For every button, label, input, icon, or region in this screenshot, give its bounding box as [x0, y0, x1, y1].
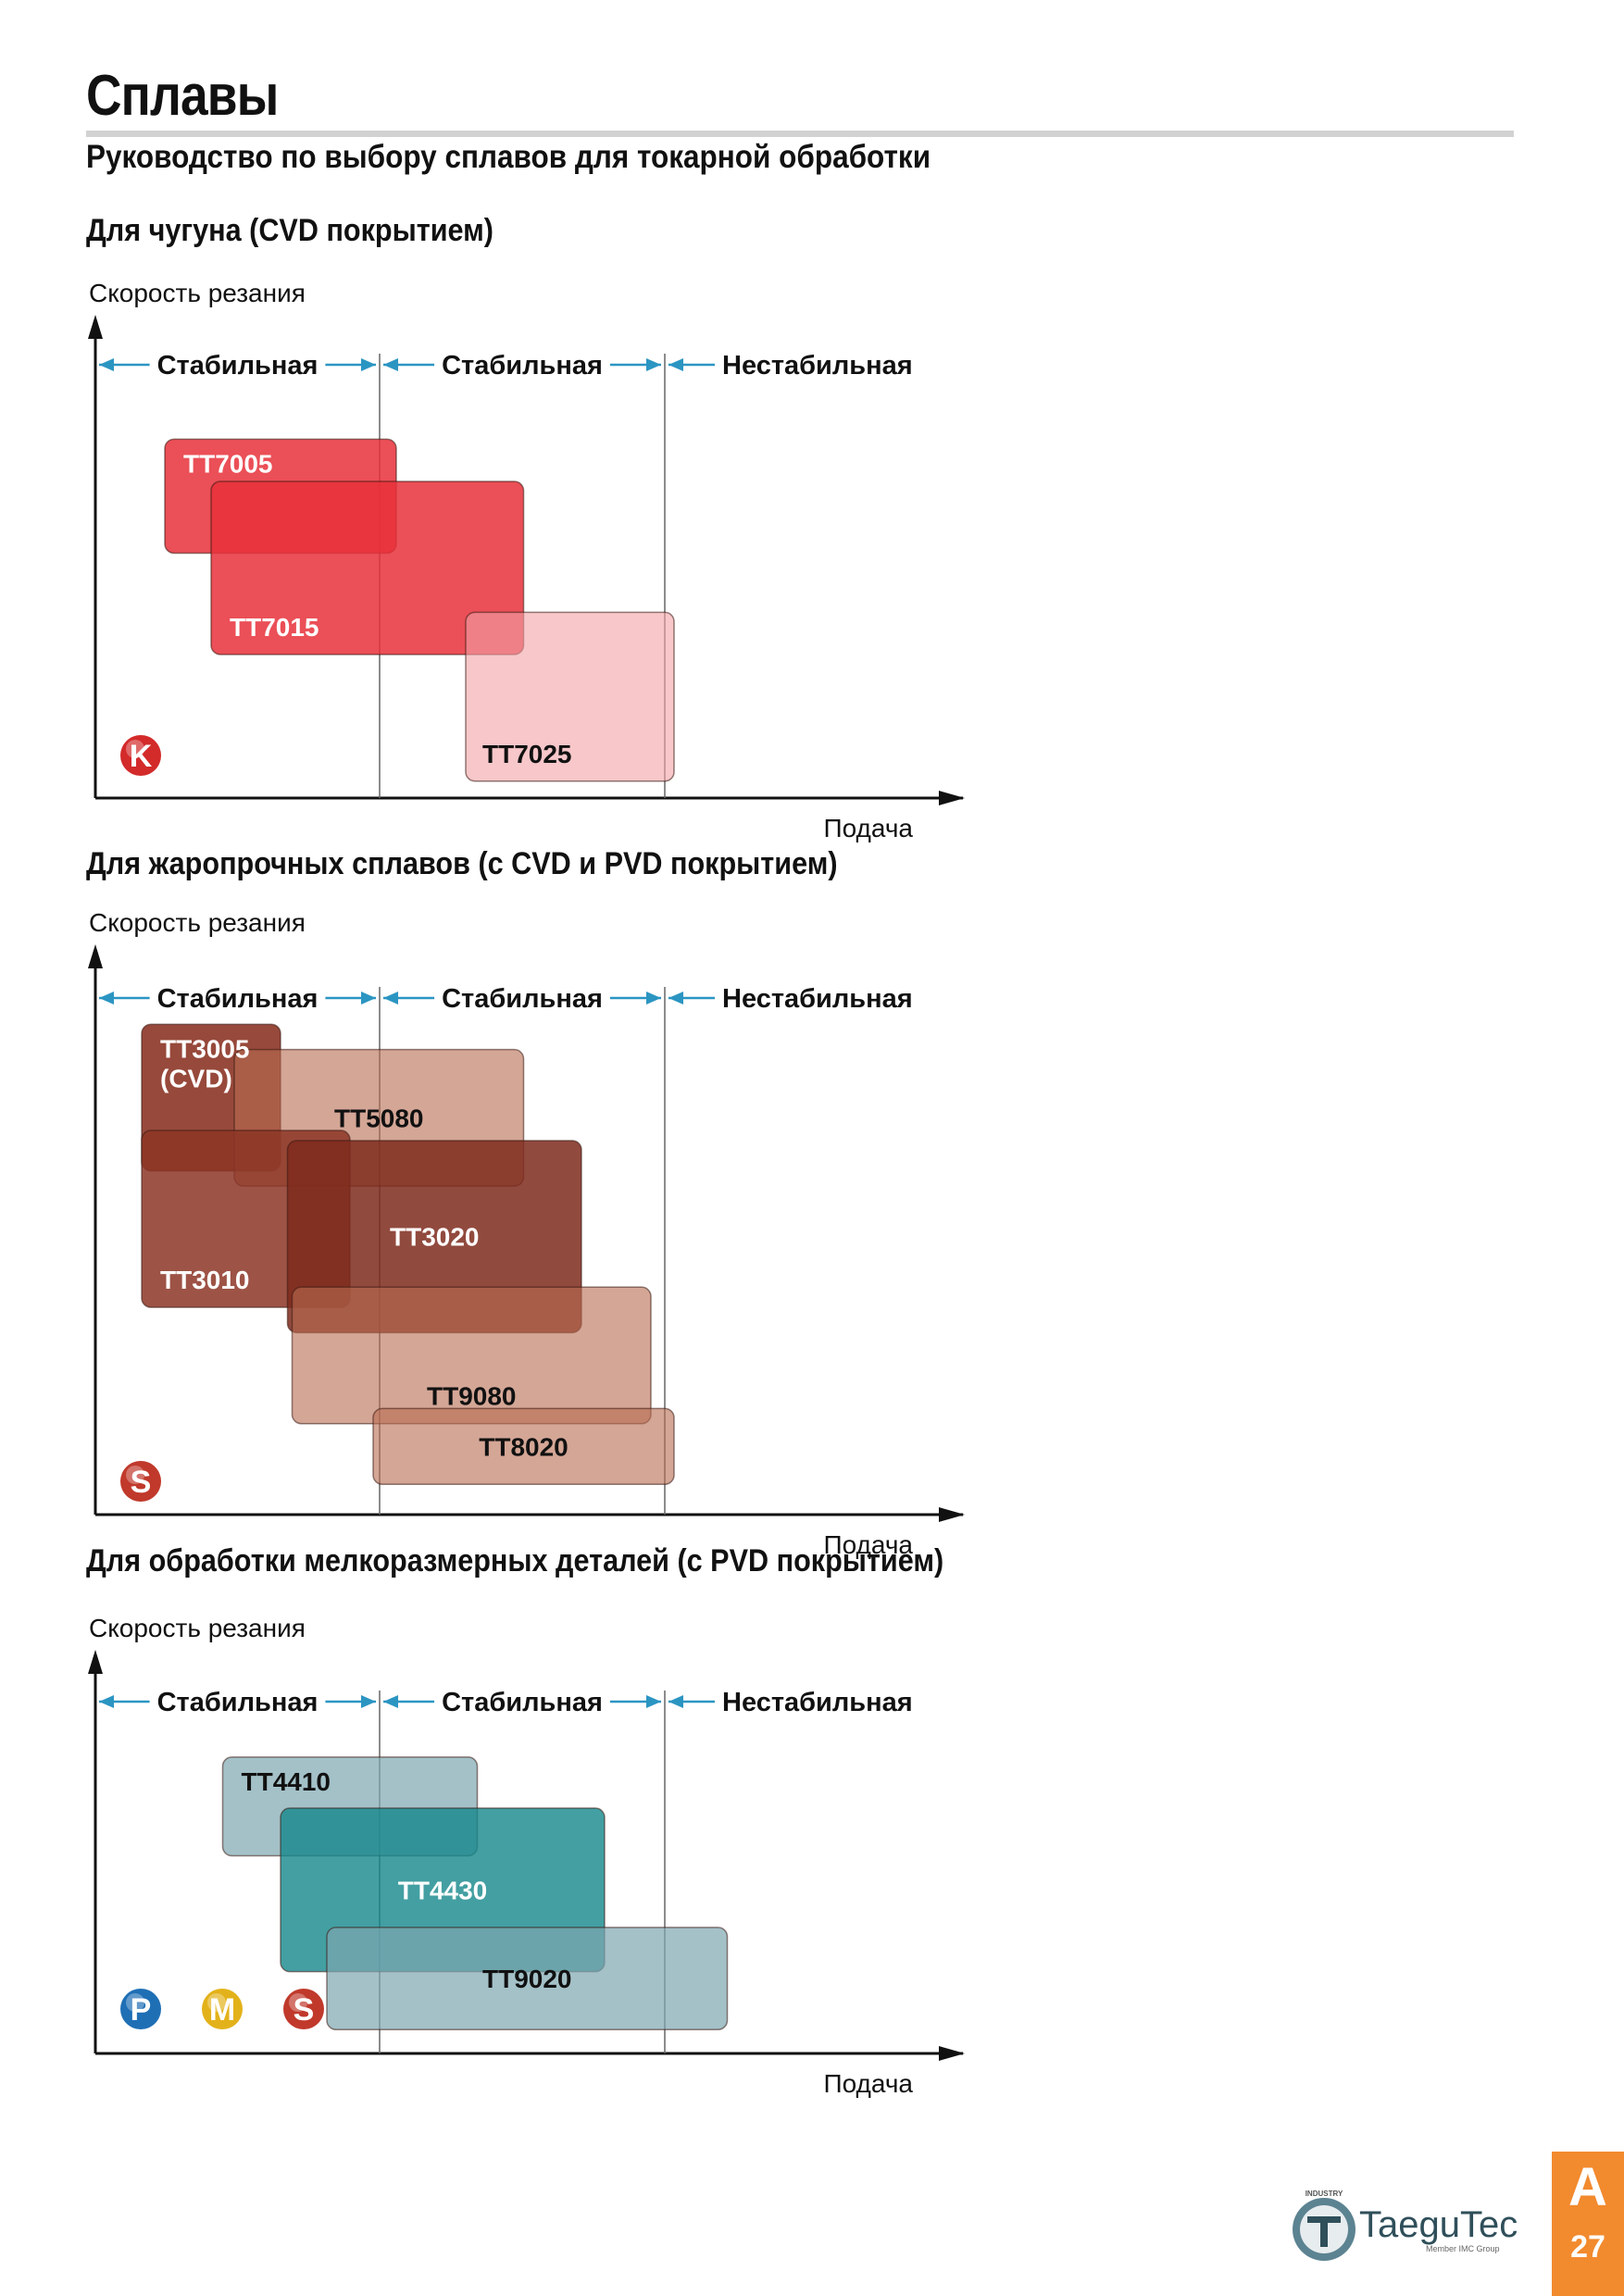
zone-label: Стабильная	[157, 351, 319, 381]
zone-arrowhead-left	[99, 1695, 114, 1708]
y-axis-label: Скорость резания	[89, 1614, 306, 1642]
y-axis-label: Скорость резания	[89, 908, 306, 937]
y-axis-arrowhead	[88, 1650, 103, 1674]
page-title: Сплавы	[86, 64, 279, 128]
logo-tagline: Member IMC Group	[1426, 2244, 1500, 2253]
zone-label: Стабильная	[157, 984, 319, 1014]
grade-label-tt3010: TT3010	[160, 1266, 250, 1294]
x-axis-arrowhead	[939, 791, 965, 805]
page-number: 27	[1570, 2229, 1605, 2265]
zone-arrowhead-left	[383, 1695, 398, 1708]
iso-group-letter: S	[294, 1992, 315, 2028]
grade-label-tt8020: TT8020	[479, 1432, 568, 1461]
iso-m-icon	[202, 1989, 243, 2029]
y-axis-label: Скорость резания	[89, 279, 306, 307]
grade-range-tt8020	[372, 1407, 675, 1485]
zone-arrowhead-left	[383, 992, 398, 1004]
grade-label-tt7025: TT7025	[482, 740, 572, 768]
iso-icon-highlight	[126, 740, 144, 758]
iso-group-letter: M	[209, 1992, 235, 2028]
x-axis-label: Подача	[823, 814, 913, 842]
iso-icon-highlight	[126, 1993, 144, 2012]
iso-s-icon	[120, 1461, 161, 1502]
logo-brand-text: TaeguTec	[1359, 2204, 1518, 2245]
grade-label-tt4410: TT4410	[242, 1767, 331, 1796]
zone-label: Стабильная	[157, 1688, 319, 1717]
grade-chart-heat-resistant: Скорость резания Подача Стабильная Стабильн…	[88, 908, 965, 1559]
iso-group-letter: S	[131, 1465, 152, 1500]
zone-label: Нестабильная	[722, 351, 913, 381]
grade-chart-small-parts: Скорость резания Подача Стабильная Стабильн…	[88, 1614, 965, 2098]
grade-label-tt5080: TT5080	[334, 1104, 424, 1132]
iso-group-letter: K	[130, 739, 153, 774]
y-axis-arrowhead	[88, 944, 103, 968]
x-axis-label: Подача	[823, 1530, 913, 1559]
iso-k-icon	[120, 735, 161, 776]
grade-range-tt7015	[210, 480, 525, 655]
page-subtitle: Руководство по выбору сплавов для токарн…	[86, 139, 931, 175]
zone-arrowhead-left	[668, 358, 683, 371]
section-heading-cast-iron: Для чугуна (CVD покрытием)	[86, 213, 494, 248]
y-axis-arrowhead	[88, 315, 103, 339]
logo-t-mark	[1307, 2216, 1341, 2247]
logo-top-word: INDUSTRY	[1305, 2190, 1343, 2198]
x-axis-arrowhead	[939, 1507, 965, 1522]
iso-icon-highlight	[289, 1993, 307, 2012]
grade-sublabel: (CVD)	[160, 1064, 232, 1092]
grade-label-tt4430: TT4430	[398, 1876, 488, 1904]
iso-p-icon	[120, 1989, 161, 2029]
x-axis-label: Подача	[823, 2069, 913, 2098]
zone-label: Стабильная	[442, 984, 603, 1014]
grade-label-tt7015: TT7015	[230, 613, 319, 642]
section-letter: A	[1568, 2157, 1607, 2217]
grade-label-tt9080: TT9080	[427, 1382, 517, 1411]
zone-label: Стабильная	[442, 1688, 603, 1717]
zone-label: Стабильная	[442, 351, 603, 381]
section-heading-heat-resistant: Для жаропрочных сплавов (с CVD и PVD пок…	[86, 846, 838, 881]
taegutec-logo: INDUSTRY TaeguTec Member IMC Group	[1293, 2190, 1518, 2261]
grade-range-tt7025	[465, 611, 675, 782]
zone-arrowhead-left	[668, 1695, 683, 1708]
zone-arrowhead-right	[361, 1695, 376, 1708]
zone-arrowhead-right	[646, 358, 661, 371]
zone-arrowhead-left	[99, 358, 114, 371]
zone-arrowhead-right	[646, 992, 661, 1004]
grade-label-tt3020: TT3020	[390, 1223, 480, 1252]
x-axis-arrowhead	[939, 2046, 965, 2061]
title-rule	[86, 131, 1514, 137]
zone-arrowhead-right	[361, 992, 376, 1004]
section-heading-small-parts: Для обработки мелкоразмерных деталей (с …	[86, 1543, 944, 1578]
grade-label-tt3005: TT3005	[160, 1034, 250, 1063]
zone-arrowhead-left	[383, 358, 398, 371]
zone-label: Нестабильная	[722, 1688, 913, 1717]
grade-range-tt9020	[326, 1927, 729, 2030]
zone-arrowhead-left	[668, 992, 683, 1004]
zone-arrowhead-right	[646, 1695, 661, 1708]
zone-arrowhead-right	[361, 358, 376, 371]
grade-label-tt9020: TT9020	[482, 1965, 572, 1993]
zone-arrowhead-left	[99, 992, 114, 1004]
section-tab: A 27	[1552, 2152, 1624, 2296]
iso-s-icon	[283, 1989, 324, 2029]
grade-label-tt7005: TT7005	[183, 449, 273, 478]
iso-icon-highlight	[126, 1466, 144, 1484]
iso-icon-highlight	[207, 1993, 226, 2012]
iso-group-letter: P	[131, 1992, 152, 2028]
grade-chart-cast-iron: Скорость резания Подача Стабильная Стабильн…	[88, 279, 965, 842]
zone-label: Нестабильная	[722, 984, 913, 1014]
